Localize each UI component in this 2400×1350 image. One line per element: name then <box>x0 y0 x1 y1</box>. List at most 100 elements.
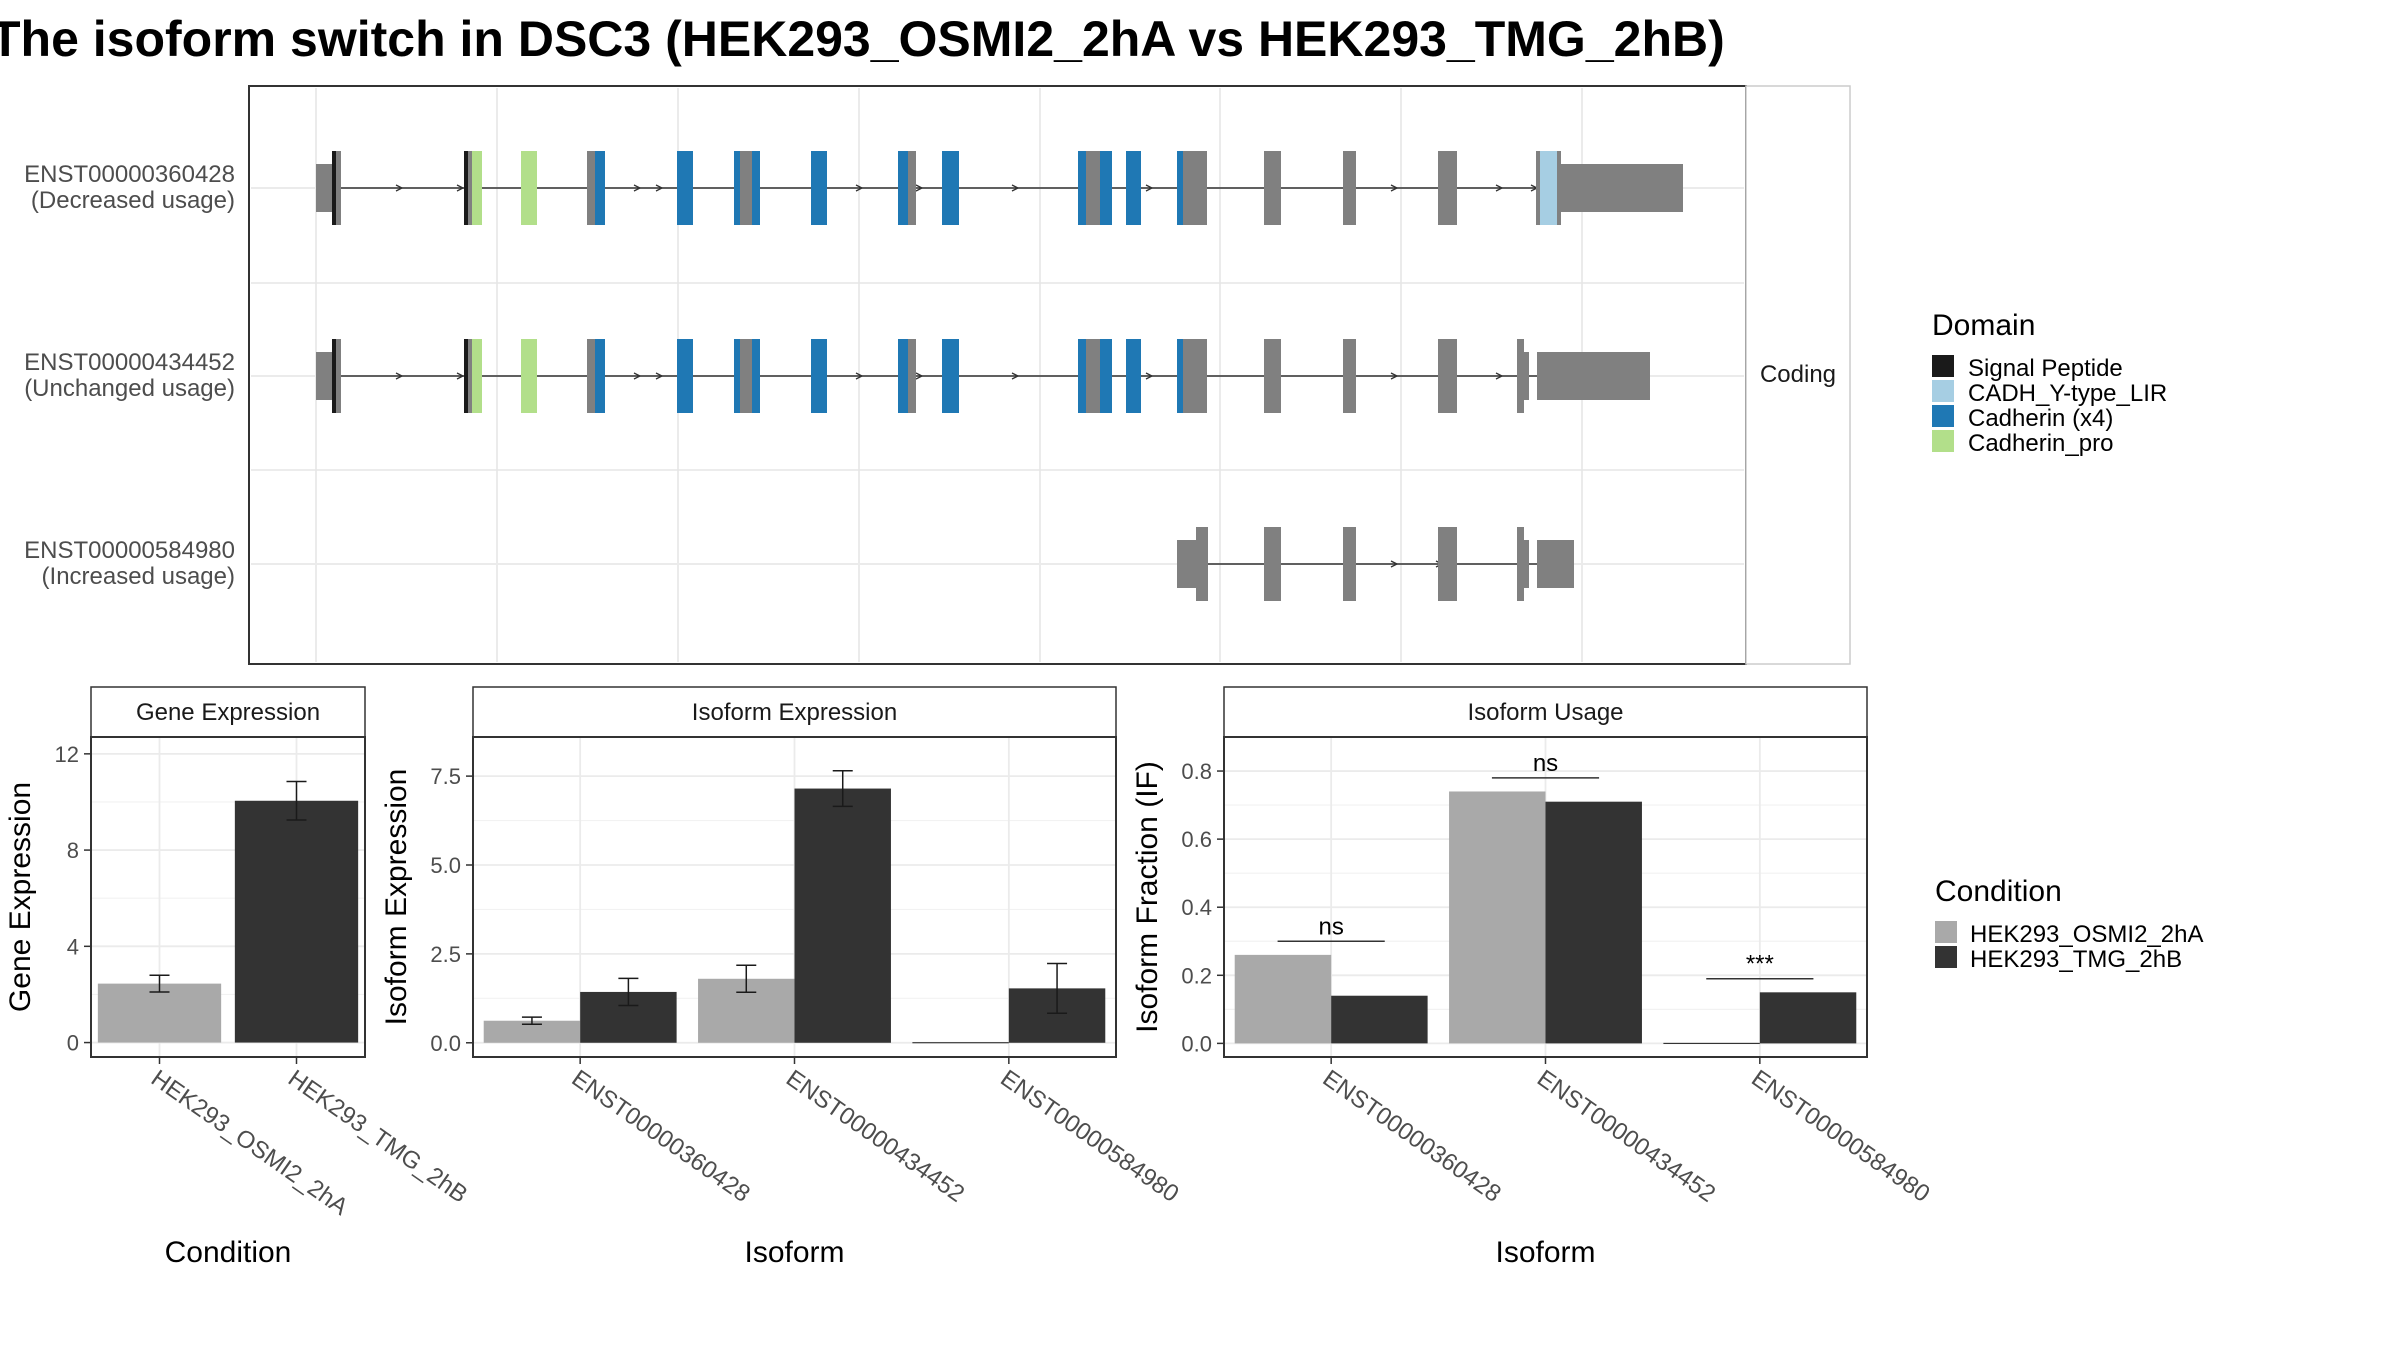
exon <box>942 339 959 413</box>
y-tick-label: 0.8 <box>1181 759 1212 784</box>
transcript-exons <box>316 151 1683 601</box>
x-tick-label: ENST00000584980 <box>995 1065 1183 1208</box>
exon <box>752 151 760 225</box>
intron-arrow <box>655 184 664 192</box>
exon <box>740 151 752 225</box>
x-axis-title: Isoform <box>1495 1236 1595 1269</box>
chart-panel: Gene Expression04812HEK293_OSMI2_2hAHEK2… <box>4 686 472 1269</box>
exon <box>1183 151 1207 225</box>
intron-arrow <box>1145 184 1154 192</box>
bar <box>97 983 222 1043</box>
exon <box>740 339 752 413</box>
x-tick-label: ENST00000360428 <box>1318 1065 1506 1208</box>
exon <box>908 151 916 225</box>
intron-arrow <box>456 372 465 380</box>
significance-label: ns <box>1318 913 1343 940</box>
exon <box>1557 151 1561 225</box>
legend-swatch <box>1932 355 1954 377</box>
intron-arrow <box>633 184 642 192</box>
exon <box>677 339 693 413</box>
panel-title: Isoform Expression <box>692 699 897 726</box>
exon <box>898 339 908 413</box>
exon <box>587 339 595 413</box>
transcript-label-usage: (Unchanged usage) <box>24 375 235 402</box>
condition-legend: Condition HEK293_OSMI2_2hA HEK293_TMG_2h… <box>1935 875 2203 973</box>
exon <box>1438 527 1457 601</box>
exon <box>595 339 605 413</box>
exon <box>677 151 693 225</box>
bar <box>1449 791 1546 1044</box>
transcript-label-usage: (Decreased usage) <box>31 187 235 214</box>
utr-exon <box>1537 540 1574 588</box>
legend-label: Cadherin_pro <box>1968 430 2113 457</box>
exon <box>1264 339 1281 413</box>
exon <box>464 151 468 225</box>
utr-exon <box>1561 164 1683 212</box>
y-tick-label: 0.0 <box>1181 1031 1212 1056</box>
utr-exon <box>1537 352 1650 400</box>
exon <box>1196 527 1208 601</box>
exon <box>734 339 740 413</box>
exon <box>908 339 916 413</box>
panel-strip <box>472 686 1117 738</box>
transcript-structure-panel: Coding ENST00000360428 (Decreased usage)… <box>24 85 1851 665</box>
y-tick-label: 0.0 <box>430 1031 461 1056</box>
intron-arrow <box>1145 372 1154 380</box>
exon <box>587 151 595 225</box>
intron-arrow <box>915 372 924 380</box>
panel-strip <box>90 686 366 738</box>
facet-strip-label: Coding <box>1760 361 1836 388</box>
exon <box>1177 339 1183 413</box>
intron-arrow <box>1495 372 1504 380</box>
intron-arrow <box>855 372 864 380</box>
bar <box>234 800 359 1043</box>
exon <box>1343 527 1356 601</box>
y-tick-label: 4 <box>67 934 79 959</box>
exon <box>1536 151 1540 225</box>
y-axis-title: Isoform Expression <box>380 769 413 1026</box>
transcript-label-id: ENST00000360428 <box>24 161 235 188</box>
legend-label: HEK293_TMG_2hB <box>1970 946 2182 973</box>
legend-swatch <box>1932 380 1954 402</box>
exon <box>464 339 468 413</box>
utr-exon <box>316 352 332 400</box>
exon <box>942 151 959 225</box>
y-tick-label: 5.0 <box>430 853 461 878</box>
exon <box>332 151 336 225</box>
bar <box>1331 995 1428 1044</box>
transcript-label-id: ENST00000434452 <box>24 349 235 376</box>
x-tick-label: ENST00000584980 <box>1746 1065 1934 1208</box>
intron-arrow <box>1495 184 1504 192</box>
utr-exon <box>1524 540 1529 588</box>
y-tick-label: 12 <box>55 742 79 767</box>
exon <box>336 339 341 413</box>
intron-arrow <box>633 372 642 380</box>
exon <box>1264 527 1281 601</box>
exon <box>1438 339 1457 413</box>
legend-label: HEK293_OSMI2_2hA <box>1970 921 2203 948</box>
exon <box>468 151 472 225</box>
intron-arrow <box>855 184 864 192</box>
exon <box>1100 339 1112 413</box>
bar <box>1759 992 1857 1044</box>
utr-exon <box>316 164 332 212</box>
exon <box>1540 151 1557 225</box>
exon <box>1126 339 1141 413</box>
legend-swatch <box>1935 921 1957 943</box>
exon <box>1086 339 1100 413</box>
exon <box>1100 151 1112 225</box>
exon <box>1343 339 1356 413</box>
chart-panel: Isoform Expression 0.0 2.5 5.0 7.5 ENST000003… <box>380 686 1184 1269</box>
exon <box>1126 151 1141 225</box>
exon <box>811 339 827 413</box>
exon <box>1517 527 1524 601</box>
bar <box>1234 954 1332 1044</box>
exon <box>521 339 537 413</box>
x-tick-label: ENST00000434452 <box>1532 1065 1720 1208</box>
panel-title: Isoform Usage <box>1467 699 1623 726</box>
bar <box>1545 801 1642 1044</box>
y-tick-label: 7.5 <box>430 764 461 789</box>
bar <box>483 1020 581 1043</box>
panel-title: Gene Expression <box>136 699 320 726</box>
